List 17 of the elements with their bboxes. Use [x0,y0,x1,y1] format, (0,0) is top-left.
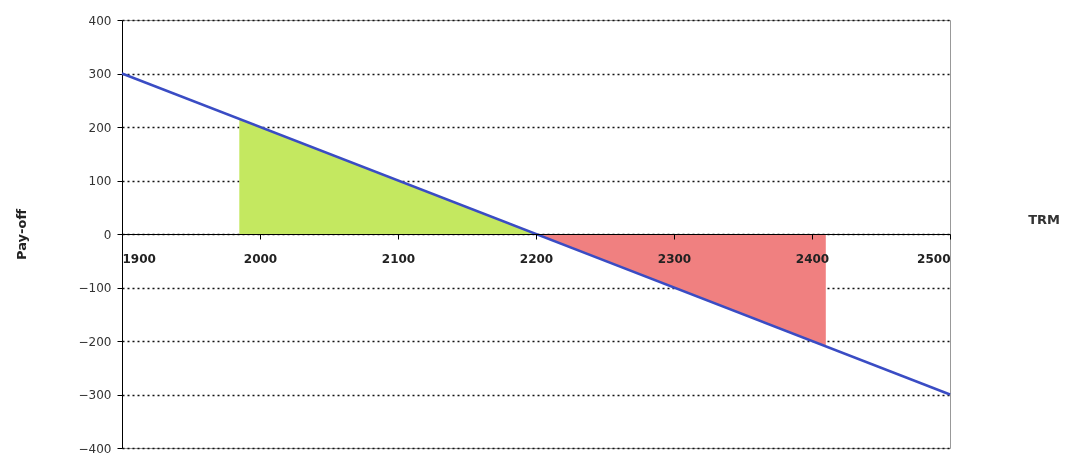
y-tick-label: −400 [78,441,112,456]
y-tick-label: 100 [88,174,112,188]
x-tick-label: 2500 [917,251,951,266]
y-tick-label: −100 [78,281,112,295]
text: TRM [1028,212,1060,227]
y-axis-title: Pay-off [13,208,29,260]
x-tick-label: 2200 [519,251,554,266]
y-tick-label: 300 [88,67,112,81]
x-tick-label: 2100 [381,251,416,266]
y-tick-label: 200 [88,120,112,135]
x-tick-label: 2000 [243,251,278,266]
y-tick-label: −300 [78,388,112,402]
x-tick-label: 1900 [122,251,156,266]
x-tick-label: 2300 [657,251,692,266]
y-tick-label: 400 [88,13,112,28]
y-tick-label: −200 [78,334,112,349]
y-tick-label: 0 [103,227,112,242]
